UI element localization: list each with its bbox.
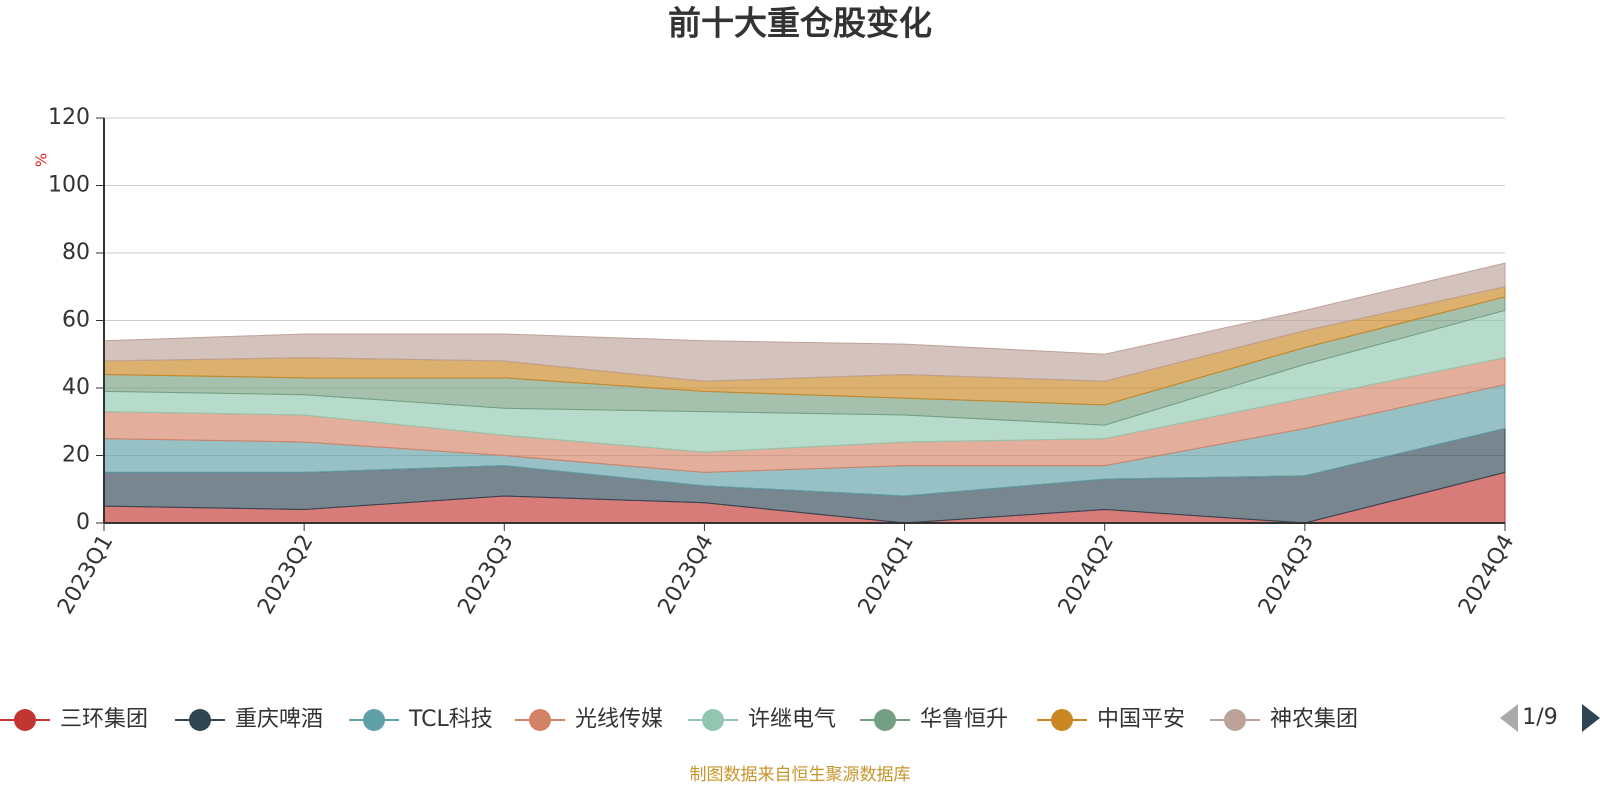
x-tick-label: 2023Q4 (654, 531, 719, 619)
x-tick-label: 2023Q2 (253, 531, 318, 619)
legend-marker (529, 709, 551, 731)
y-tick-label: 0 (76, 510, 90, 535)
y-tick-label: 60 (62, 308, 90, 333)
legend-marker (363, 709, 385, 731)
legend-item[interactable]: 神农集团 (1210, 707, 1358, 732)
y-tick-label: 20 (62, 443, 90, 468)
x-tick-label: 2024Q4 (1454, 531, 1519, 619)
legend-page: 1/9 (1522, 705, 1557, 730)
legend-item[interactable]: 中国平安 (1037, 707, 1185, 732)
legend-label: 中国平安 (1097, 707, 1185, 732)
x-tick-label: 2023Q1 (53, 531, 118, 619)
x-tick-label: 2024Q3 (1254, 531, 1319, 619)
area (103, 262, 1506, 382)
legend-marker (1224, 709, 1246, 731)
legend-marker (14, 709, 36, 731)
legend-item[interactable]: 重庆啤酒 (175, 707, 323, 732)
legend-item[interactable]: 光线传媒 (515, 707, 663, 732)
legend-item[interactable]: 华鲁恒升 (860, 707, 1008, 732)
legend-label: 神农集团 (1270, 707, 1358, 732)
source-note: 制图数据来自恒生聚源数据库 (690, 765, 911, 785)
legend-item[interactable]: TCL科技 (349, 707, 493, 732)
y-tick-label: 80 (62, 240, 90, 265)
y-tick-label: 100 (48, 173, 90, 198)
y-axis-label: % (33, 153, 51, 167)
legend-label: 重庆啤酒 (235, 707, 323, 732)
legend-label: 华鲁恒升 (920, 707, 1008, 732)
legend-marker (874, 709, 896, 731)
legend-label: 光线传媒 (575, 707, 663, 732)
legend-prev[interactable] (1500, 704, 1518, 732)
legend-marker (1051, 709, 1073, 731)
legend-label: 三环集团 (60, 707, 148, 732)
x-tick-label: 2024Q1 (854, 531, 919, 619)
chart-title: 前十大重仓股变化 (668, 4, 932, 43)
y-tick-label: 120 (48, 105, 90, 130)
legend-item[interactable]: 许继电气 (688, 707, 836, 732)
legend-marker (189, 709, 211, 731)
y-tick-label: 40 (62, 375, 90, 400)
legend-label: TCL科技 (408, 707, 493, 732)
legend-item[interactable]: 三环集团 (0, 707, 148, 732)
legend-label: 许继电气 (748, 707, 836, 732)
legend-marker (702, 709, 724, 731)
x-tick-label: 2023Q3 (453, 531, 518, 619)
x-tick-label: 2024Q2 (1054, 531, 1119, 619)
legend-next[interactable] (1582, 704, 1600, 732)
